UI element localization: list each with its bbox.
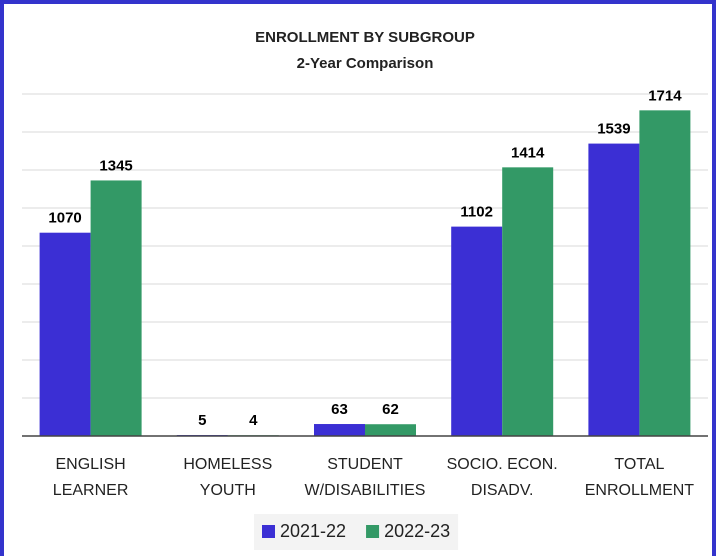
x-tick-label: HOMELESS YOUTH bbox=[183, 456, 272, 499]
bar bbox=[451, 226, 503, 436]
value-label: 63 bbox=[331, 401, 348, 418]
chart-title: ENROLLMENT BY SUBGROUP bbox=[255, 29, 475, 46]
bar bbox=[639, 110, 691, 436]
x-tick-line: DISADV. bbox=[471, 482, 534, 499]
legend-label: 2021-22 bbox=[280, 521, 346, 541]
frame-right bbox=[712, 0, 716, 556]
x-tick-line: TOTAL bbox=[614, 456, 664, 473]
value-label: 62 bbox=[382, 401, 399, 418]
bar bbox=[588, 143, 640, 436]
legend-box bbox=[254, 514, 459, 550]
value-label: 1345 bbox=[99, 157, 132, 174]
value-label: 5 bbox=[198, 412, 206, 429]
x-tick-line: HOMELESS bbox=[183, 456, 272, 473]
x-tick-label: SOCIO. ECON. DISADV. bbox=[447, 456, 558, 499]
x-tick-line: YOUTH bbox=[200, 482, 256, 499]
value-label: 1414 bbox=[511, 144, 545, 161]
bar bbox=[39, 232, 91, 436]
value-label: 1102 bbox=[460, 204, 493, 221]
bar bbox=[502, 167, 554, 436]
chart-subtitle: 2-Year Comparison bbox=[297, 55, 434, 72]
frame-top bbox=[0, 0, 716, 4]
x-tick-label: ENGLISH LEARNER bbox=[53, 456, 129, 499]
legend-label: 2022-23 bbox=[384, 521, 450, 541]
bar bbox=[314, 424, 365, 436]
x-tick-line: SOCIO. ECON. bbox=[447, 456, 558, 473]
bar bbox=[90, 180, 142, 436]
value-label: 1070 bbox=[48, 210, 81, 227]
value-label: 4 bbox=[249, 412, 258, 429]
x-tick-label: TOTAL ENROLLMENT bbox=[585, 456, 695, 499]
bar bbox=[365, 424, 416, 436]
x-tick-line: LEARNER bbox=[53, 482, 129, 499]
x-tick-line: W/DISABILITIES bbox=[305, 482, 426, 499]
frame-left bbox=[0, 0, 4, 556]
legend-swatch bbox=[366, 525, 380, 538]
value-label: 1539 bbox=[597, 121, 630, 138]
x-tick-line: STUDENT bbox=[327, 456, 403, 473]
x-tick-line: ENGLISH bbox=[55, 456, 125, 473]
value-label: 1714 bbox=[648, 87, 682, 104]
x-tick-line: ENROLLMENT bbox=[585, 482, 695, 499]
legend-swatch bbox=[262, 525, 275, 538]
x-tick-label: STUDENT W/DISABILITIES bbox=[305, 456, 426, 499]
